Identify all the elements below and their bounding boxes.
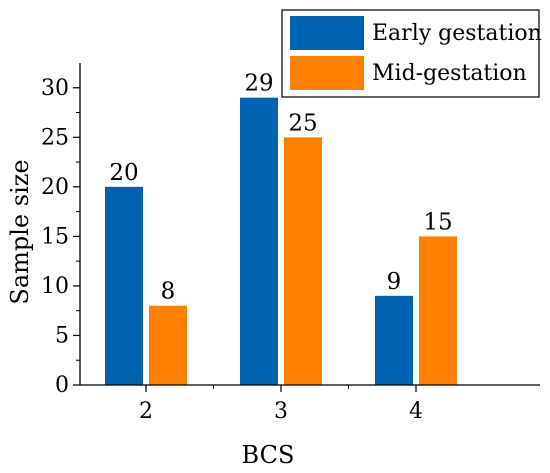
y-tick-label-15: 15 — [41, 224, 69, 249]
legend-swatch-early-gestation — [290, 16, 364, 50]
data-label-mid-gestation-4: 15 — [423, 209, 452, 235]
y-tick-label-10: 10 — [41, 274, 69, 299]
bar-mid-gestation-2 — [149, 305, 187, 385]
data-label-early-gestation-2: 20 — [109, 160, 138, 186]
x-tick-label-3: 3 — [274, 399, 288, 424]
bar-early-gestation-4 — [375, 295, 413, 385]
legend-label-early-gestation: Early gestation — [372, 21, 542, 46]
axes-layer: 0 5 10 15 20 25 30 2 3 4 — [41, 63, 540, 424]
bar-mid-gestation-3 — [284, 137, 322, 385]
x-tick-label-4: 4 — [409, 399, 423, 424]
y-tick-label-5: 5 — [55, 323, 69, 348]
y-tick-label-30: 30 — [41, 76, 69, 101]
legend: Early gestation Mid-gestation — [281, 9, 542, 98]
y-tick-label-20: 20 — [41, 175, 69, 200]
data-label-mid-gestation-3: 25 — [288, 110, 317, 136]
data-label-mid-gestation-2: 8 — [161, 279, 176, 305]
data-labels-layer: 20 8 29 25 9 15 — [109, 71, 452, 305]
bar-mid-gestation-4 — [419, 236, 457, 385]
x-tick-label-2: 2 — [139, 399, 153, 424]
legend-swatch-mid-gestation — [290, 56, 364, 90]
y-tick-label-25: 25 — [41, 125, 69, 150]
data-label-early-gestation-3: 29 — [244, 71, 273, 97]
bar-early-gestation-3 — [240, 97, 278, 385]
legend-label-mid-gestation: Mid-gestation — [372, 61, 527, 86]
y-axis-title: Sample size — [6, 159, 34, 304]
data-label-early-gestation-4: 9 — [387, 269, 402, 295]
y-tick-label-0: 0 — [55, 373, 69, 398]
x-axis-title: BCS — [242, 441, 295, 469]
bar-early-gestation-2 — [105, 186, 143, 385]
bars-layer — [105, 97, 457, 385]
